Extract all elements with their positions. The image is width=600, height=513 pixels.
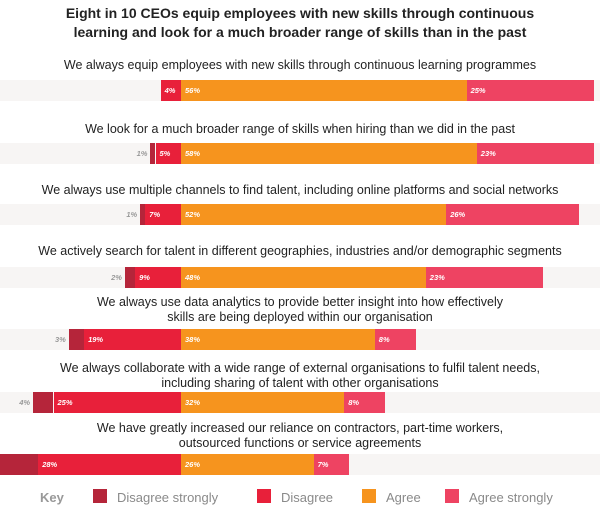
chart-title: Eight in 10 CEOs equip employees with ne…: [0, 4, 600, 42]
row-6-bar-track: 4% 25% 32% 8%: [0, 392, 600, 413]
row-5-bar-agree: [181, 329, 375, 350]
row-7-bar-track: 9%28%26%7%: [0, 454, 600, 475]
row-4-value-agree: 48%: [185, 273, 201, 282]
row-3-value-disagree: 7%: [149, 210, 161, 219]
row-1-value-disagree: 4%: [164, 86, 176, 95]
row-4-bar-disagree-strongly: [124, 267, 136, 288]
row-5-value-disagree: 19%: [88, 335, 104, 344]
row-3-label-line-1: We always use multiple channels to find …: [41, 183, 559, 197]
row-3-bar-disagree-strongly: [140, 204, 146, 225]
row-3-value-agree: 52%: [185, 210, 201, 219]
row-5-label-line-1: We always use data analytics to provide …: [96, 295, 503, 309]
legend-swatch-disagree-strongly: [93, 489, 107, 503]
row-7-label: We have greatly increased our reliance o…: [0, 421, 600, 451]
row-6-bar-disagree-strongly: [33, 392, 54, 413]
row-2-bar-track: 1% 5% 58% 23%: [0, 143, 600, 164]
row-4-bar-agree: [181, 267, 426, 288]
row-1-bar-disagree: [160, 80, 181, 101]
row-7-bar-disagree: [38, 454, 181, 475]
row-6-value-agree-strongly: 8%: [348, 398, 360, 407]
row-7-value-agree-strongly: 7%: [317, 460, 329, 469]
row-2-bar-agree: [181, 143, 477, 164]
legend-label-disagree-strongly: Disagree strongly: [117, 490, 219, 505]
row-6-value-agree: 32%: [185, 398, 201, 407]
row-2-value-agree: 58%: [185, 149, 201, 158]
row-1-bar-track: 4% 56% 25%: [0, 80, 600, 101]
legend: Key Disagree strongly Disagree Agree Agr…: [0, 486, 600, 510]
row-6-value-disagree-strongly: 4%: [19, 398, 31, 407]
row-4-value-disagree-strongly: 2%: [111, 273, 122, 282]
legend-label-agree: Agree: [386, 490, 421, 505]
legend-label-disagree: Disagree: [281, 490, 334, 505]
legend-title: Key: [40, 490, 64, 505]
row-6-label-line-2: including sharing of talent with other o…: [161, 376, 439, 390]
chart-title-line-2: learning and look for a much broader ran…: [73, 24, 527, 40]
row-3-bar-agree: [181, 204, 447, 225]
row-6-label-line-1: We always collaborate with a wide range …: [60, 361, 540, 375]
row-4-bar-disagree: [135, 267, 181, 288]
row-4-label-line-1: We actively search for talent in differe…: [38, 244, 562, 258]
row-2-value-agree-strongly: 23%: [480, 149, 496, 158]
row-6-value-disagree: 25%: [57, 398, 73, 407]
row-7-label-line-2: outsourced functions or service agreemen…: [178, 436, 422, 450]
legend-swatch-agree: [362, 489, 376, 503]
row-5-value-agree-strongly: 8%: [378, 335, 390, 344]
row-5-value-agree: 38%: [185, 335, 201, 344]
row-5-bar-agree-strongly: [374, 329, 416, 350]
row-5-bar-disagree: [84, 329, 181, 350]
row-3-bar-agree-strongly: [446, 204, 579, 225]
row-3-label: We always use multiple channels to find …: [0, 183, 600, 198]
row-7-bar-agree: [181, 454, 314, 475]
row-5-label-line-2: skills are being deployed within our org…: [167, 310, 433, 324]
row-5-bar-track: 3% 19% 38% 8%: [0, 329, 600, 350]
row-7-label-line-1: We have greatly increased our reliance o…: [96, 421, 504, 435]
row-2-label: We look for a much broader range of skil…: [0, 122, 600, 137]
row-3-value-agree-strongly: 26%: [450, 210, 466, 219]
legend-swatch-agree-strongly: [445, 489, 459, 503]
row-4-value-agree-strongly: 23%: [429, 273, 445, 282]
row-2-value-disagree-strongly: 1%: [136, 149, 148, 158]
row-5-label: We always use data analytics to provide …: [0, 295, 600, 325]
row-2-bar-agree-strongly: [476, 143, 595, 164]
row-2-label-line-1: We look for a much broader range of skil…: [85, 122, 515, 136]
row-1-value-agree: 56%: [185, 86, 201, 95]
row-7-value-disagree: 28%: [42, 460, 58, 469]
row-6-label: We always collaborate with a wide range …: [0, 361, 600, 391]
row-7-bar-disagree-strongly: [0, 454, 39, 475]
row-7-value-agree: 26%: [185, 460, 201, 469]
row-7-bar-agree-strongly: [313, 454, 350, 475]
row-5-value-disagree-strongly: 3%: [54, 335, 66, 344]
row-1-label-line-1: We always equip employees with new skill…: [63, 58, 537, 72]
row-4-value-disagree: 9%: [139, 273, 150, 282]
row-4-bar-track: 2% 9% 48% 23%: [0, 267, 600, 288]
row-4-bar-agree-strongly: [425, 267, 544, 288]
row-2-value-disagree: 5%: [159, 149, 171, 158]
row-3-bar-track: 1% 7% 52% 26%: [0, 204, 600, 225]
legend-label-agree-strongly: Agree strongly: [469, 490, 553, 505]
row-3-value-disagree-strongly: 1%: [126, 210, 138, 219]
row-4-label: We actively search for talent in differe…: [0, 244, 600, 259]
row-3-bar-disagree: [145, 204, 181, 225]
row-1-value-agree-strongly: 25%: [470, 86, 486, 95]
legend-swatch-disagree: [257, 489, 271, 503]
row-5-bar-disagree-strongly: [68, 329, 85, 350]
row-1-bar-agree: [181, 80, 467, 101]
row-6-bar-agree-strongly: [344, 392, 385, 413]
row-2-bar-disagree-strongly: [150, 143, 156, 164]
chart-title-line-1: Eight in 10 CEOs equip employees with ne…: [65, 5, 535, 21]
row-6-bar-agree: [181, 392, 345, 413]
row-2-bar-disagree: [155, 143, 181, 164]
row-1-bar-agree-strongly: [466, 80, 595, 101]
row-6-bar-disagree: [53, 392, 181, 413]
row-1-label: We always equip employees with new skill…: [0, 58, 600, 73]
